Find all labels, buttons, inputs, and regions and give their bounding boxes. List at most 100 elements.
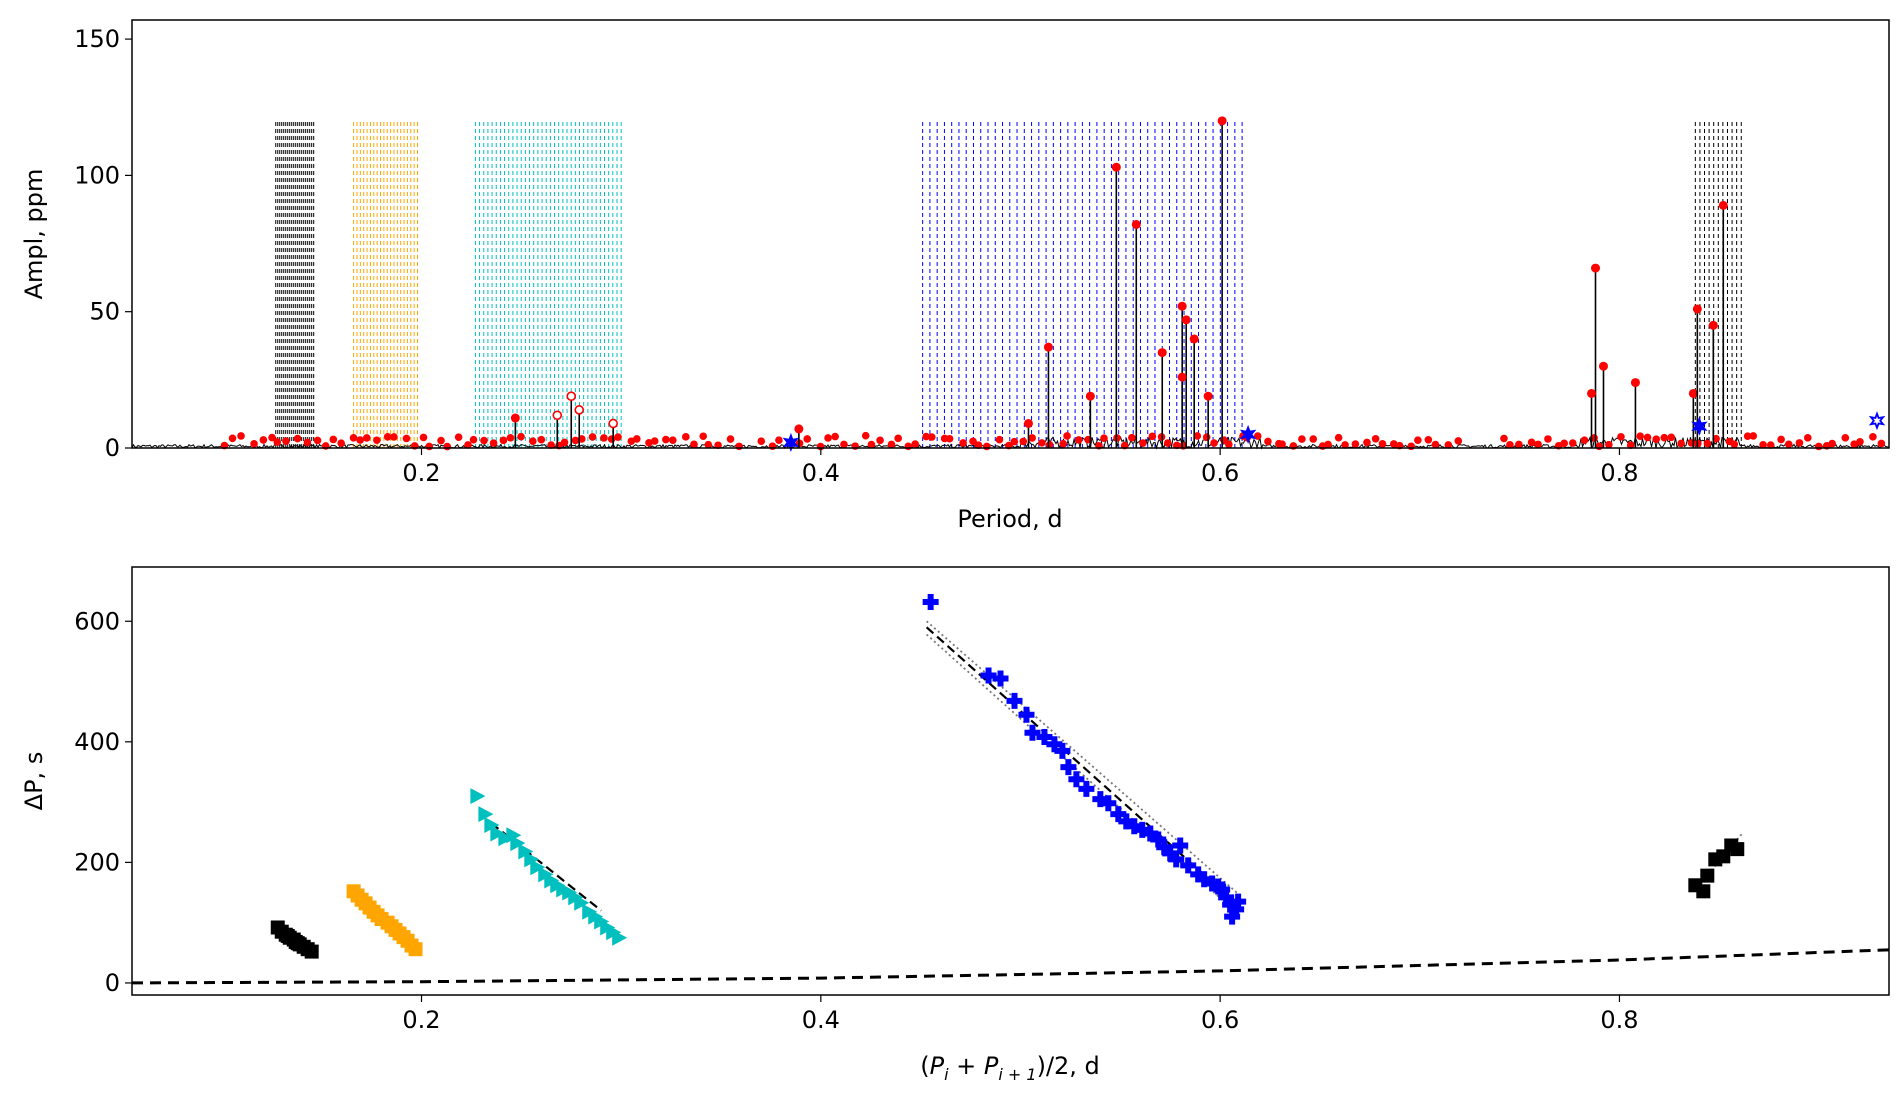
peak-marker-open	[608, 418, 618, 429]
baseline-peak-dot	[1038, 439, 1046, 447]
data-point	[1210, 878, 1227, 895]
baseline-peak-dot	[704, 440, 713, 449]
peak-marker	[1688, 388, 1698, 398]
series-black-squares-short	[270, 920, 319, 959]
baseline-peak-dot	[714, 441, 722, 450]
peak-marker	[1587, 388, 1597, 398]
data-point	[1024, 724, 1041, 741]
data-point	[1190, 866, 1207, 883]
blue-fit-upper	[926, 620, 1239, 895]
bottom-y-axis-label: ΔP, s	[20, 752, 48, 811]
bottom-y-tick-label: 200	[74, 848, 120, 876]
data-point	[1126, 818, 1143, 835]
baseline-peak-dot	[726, 435, 735, 443]
baseline-peak-dot	[1378, 439, 1387, 448]
bottom-y-tick-label: 400	[74, 728, 120, 756]
baseline-peak-dot	[1712, 434, 1720, 443]
series-black-squares-long	[1688, 838, 1745, 899]
baseline-peak-dot	[1363, 438, 1371, 447]
baseline-peak-dot	[1278, 440, 1286, 449]
data-point	[922, 593, 939, 610]
baseline-peak-dot	[1028, 434, 1036, 442]
baseline-peak-dot	[650, 437, 659, 445]
data-point	[524, 851, 540, 868]
data-point	[1018, 706, 1035, 723]
baseline-peak-dot	[1500, 434, 1508, 443]
baseline-peak-dot	[775, 436, 783, 445]
baseline-peak-dot	[1059, 439, 1068, 448]
baseline-peak-dot	[1841, 434, 1850, 442]
baseline-peak-dot	[1139, 439, 1147, 447]
series-blue-crosses	[922, 593, 1247, 925]
baseline-peak-dot	[876, 436, 884, 445]
baseline-peak-dot	[547, 441, 555, 449]
baseline-peak-dot	[425, 442, 434, 451]
baseline-peak-dot	[268, 433, 276, 442]
baseline-peak-dot	[894, 434, 902, 443]
baseline-peak-dot	[464, 441, 472, 449]
baseline-peak-dot	[454, 433, 463, 441]
baseline-peak-dot	[1560, 439, 1568, 448]
top-plot-frame	[131, 19, 1890, 449]
baseline-peak-dot	[1703, 439, 1712, 448]
blue-fit	[925, 626, 1235, 903]
peak-marker-open	[574, 405, 585, 415]
data-point	[1162, 845, 1179, 862]
baseline-peak-dot	[1677, 439, 1685, 448]
data-point	[1168, 851, 1185, 868]
baseline-peak-dot	[904, 442, 913, 451]
baseline-peak-dot	[228, 434, 237, 443]
bottom-x-tick-label: 0.2	[402, 1006, 440, 1034]
data-point	[518, 843, 534, 860]
peak-marker	[1630, 378, 1640, 388]
baseline-peak-dot	[614, 433, 622, 441]
bottom-x-axis-label: (Pi + Pi + 1)/2, d	[920, 1052, 1100, 1084]
peak-marker	[1203, 391, 1213, 401]
baseline-peak-dot	[489, 439, 498, 447]
baseline-peak-dot	[480, 436, 488, 445]
baseline-peak-dot	[282, 437, 290, 446]
baseline-peak-dot	[1544, 435, 1552, 443]
blue-star-marker	[782, 432, 800, 453]
baseline-peak-dot	[237, 432, 245, 440]
baseline-peak-dot	[383, 432, 392, 441]
peak-marker	[1111, 162, 1121, 172]
baseline-peak-dot	[735, 442, 743, 451]
peak-marker	[1692, 304, 1702, 314]
baseline-peak-dot	[669, 436, 677, 444]
baseline-peak-dot	[1193, 432, 1202, 440]
baseline-peak-dot	[974, 441, 983, 449]
data-point	[1150, 831, 1167, 848]
top-x-ticks: 0.2 0.4 0.6 0.8	[402, 448, 1639, 487]
data-point	[1172, 837, 1189, 854]
baseline-peak-dot	[273, 438, 282, 446]
peak-marker	[1708, 320, 1718, 330]
baseline-peak-dot	[337, 439, 345, 447]
baseline-peak-dot	[402, 434, 411, 443]
peak-marker	[1177, 372, 1187, 382]
baseline-peak-dot	[373, 436, 381, 445]
baseline-peak-dot	[851, 442, 859, 450]
series-orange-squares	[346, 884, 423, 957]
bottom-y-tick-label: 600	[74, 607, 120, 635]
data-point	[980, 667, 997, 684]
top-y-axis-label: Ampl, ppm	[20, 169, 48, 300]
baseline-peak-dot	[911, 440, 919, 448]
data-point	[1224, 908, 1241, 925]
baseline-peak-dot	[1869, 433, 1877, 441]
baseline-peak-dot	[1850, 440, 1858, 448]
baseline-peak-dot	[390, 433, 398, 441]
baseline-peak-dot	[1407, 442, 1416, 451]
baseline-peak-dot	[1784, 440, 1793, 449]
data-point	[1730, 842, 1745, 857]
data-point	[1054, 742, 1071, 759]
baseline-peak-dot	[1660, 433, 1669, 442]
baseline-peak-dot	[1210, 439, 1218, 447]
peak-marker	[1131, 219, 1141, 229]
baseline-peak-dot	[861, 431, 870, 440]
peak-marker	[1591, 263, 1601, 273]
data-point	[304, 944, 319, 959]
data-point	[1068, 771, 1085, 788]
baseline-peak-dot	[1730, 440, 1739, 449]
baseline-peak-dot	[1777, 435, 1785, 444]
